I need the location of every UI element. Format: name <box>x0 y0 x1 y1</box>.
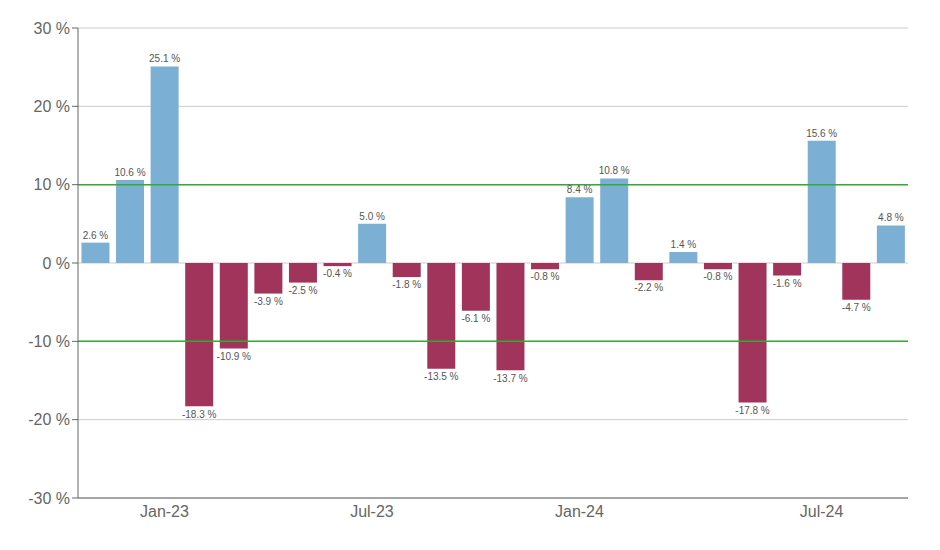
svg-text:-0.8 %: -0.8 % <box>704 271 733 282</box>
svg-text:-2.5 %: -2.5 % <box>289 285 318 296</box>
svg-text:-6.1 %: -6.1 % <box>461 313 490 324</box>
svg-text:8.4 %: 8.4 % <box>567 184 593 195</box>
svg-text:-13.5 %: -13.5 % <box>424 371 459 382</box>
svg-text:30 %: 30 % <box>34 20 70 37</box>
svg-text:1.4 %: 1.4 % <box>671 239 697 250</box>
svg-text:-0.8 %: -0.8 % <box>531 271 560 282</box>
svg-text:-1.6 %: -1.6 % <box>773 278 802 289</box>
svg-text:-20 %: -20 % <box>28 411 70 428</box>
svg-text:-17.8 %: -17.8 % <box>735 405 770 416</box>
svg-text:-3.9 %: -3.9 % <box>254 296 283 307</box>
svg-text:-10.9 %: -10.9 % <box>217 351 252 362</box>
svg-text:2.6 %: 2.6 % <box>83 230 109 241</box>
svg-text:5.0 %: 5.0 % <box>359 211 385 222</box>
svg-text:-1.8 %: -1.8 % <box>392 279 421 290</box>
svg-text:-30 %: -30 % <box>28 490 70 507</box>
svg-text:0 %: 0 % <box>42 255 70 272</box>
svg-text:Jul-23: Jul-23 <box>350 503 394 520</box>
svg-text:Jan-24: Jan-24 <box>555 503 604 520</box>
svg-text:10.8 %: 10.8 % <box>599 165 630 176</box>
svg-text:Jul-24: Jul-24 <box>800 503 844 520</box>
svg-text:-13.7 %: -13.7 % <box>493 373 528 384</box>
svg-text:-0.4 %: -0.4 % <box>323 268 352 279</box>
svg-text:10.6 %: 10.6 % <box>114 167 145 178</box>
svg-text:-2.2 %: -2.2 % <box>634 282 663 293</box>
svg-text:-10 %: -10 % <box>28 333 70 350</box>
svg-text:10 %: 10 % <box>34 176 70 193</box>
svg-text:20 %: 20 % <box>34 98 70 115</box>
svg-text:15.6 %: 15.6 % <box>806 128 837 139</box>
svg-text:4.8 %: 4.8 % <box>878 212 904 223</box>
svg-text:-18.3 %: -18.3 % <box>182 409 217 420</box>
svg-text:25.1 %: 25.1 % <box>149 53 180 64</box>
svg-text:-4.7 %: -4.7 % <box>842 302 871 313</box>
svg-text:Jan-23: Jan-23 <box>140 503 189 520</box>
